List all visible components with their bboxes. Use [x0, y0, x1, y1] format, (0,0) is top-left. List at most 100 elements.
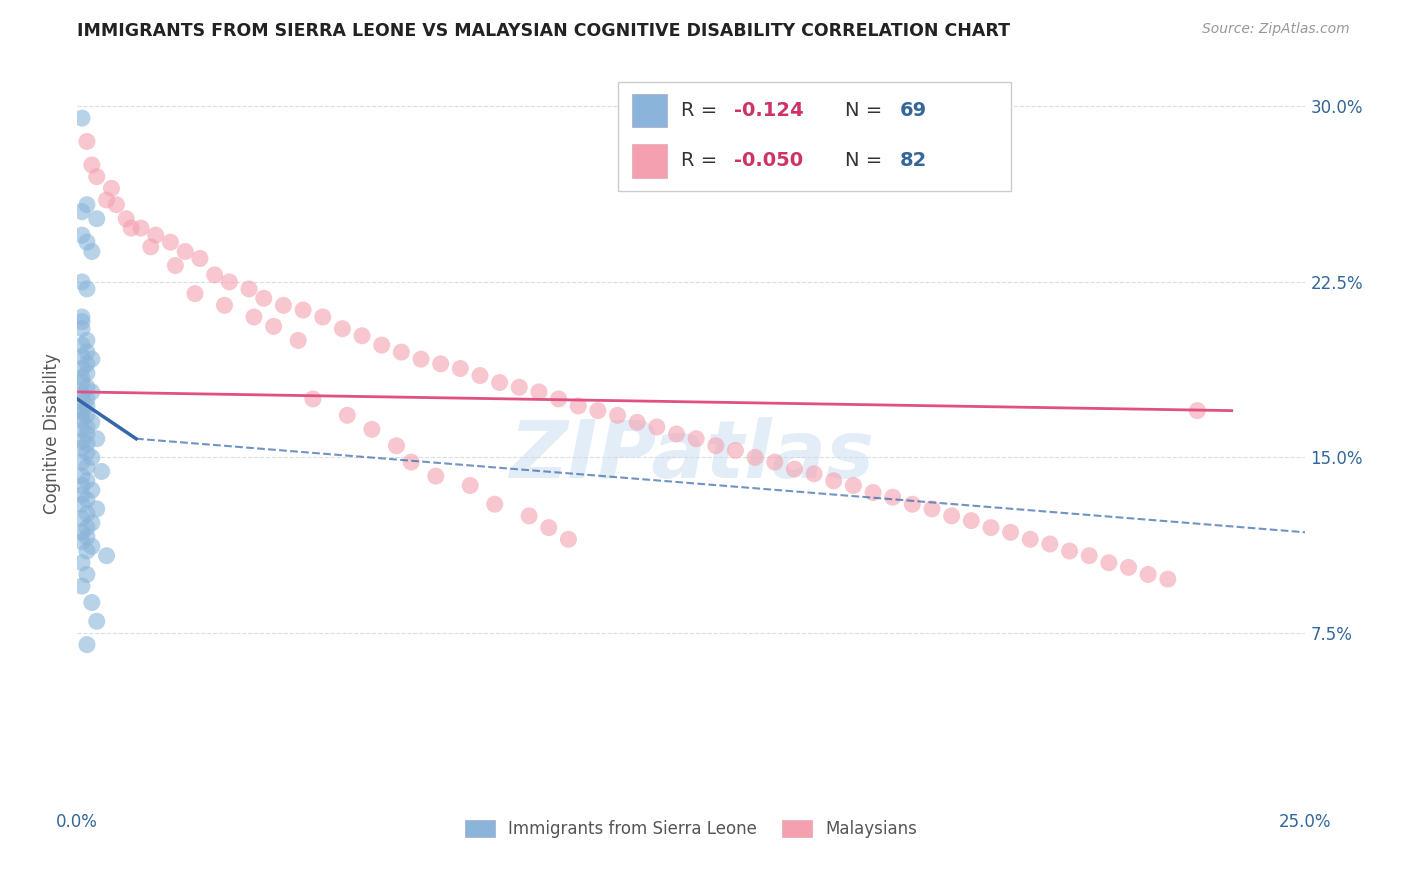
Point [862, 485, 884, 500]
Point [80, 352, 103, 367]
Point [70, 322, 93, 336]
Point [76, 530, 98, 544]
Point [399, 455, 422, 469]
Point [76, 380, 98, 394]
Text: IMMIGRANTS FROM SIERRA LEONE VS MALAYSIAN COGNITIVE DISABILITY CORRELATION CHART: IMMIGRANTS FROM SIERRA LEONE VS MALAYSIA… [77, 22, 1011, 40]
Text: -0.124: -0.124 [734, 101, 804, 120]
Point [468, 368, 491, 383]
Point [159, 235, 181, 249]
Point [100, 181, 122, 195]
Point [1019, 533, 1042, 547]
Point [76, 235, 98, 249]
Point [488, 376, 510, 390]
Point [567, 399, 589, 413]
Point [76, 427, 98, 442]
Point [243, 310, 266, 324]
Point [70, 434, 93, 448]
Point [70, 441, 93, 455]
Text: R =: R = [682, 151, 724, 170]
Point [70, 497, 93, 511]
Point [70, 422, 93, 436]
Point [370, 338, 392, 352]
Point [1039, 537, 1062, 551]
Point [86, 614, 108, 628]
Point [96, 549, 118, 563]
Text: 69: 69 [900, 101, 927, 120]
Point [1059, 544, 1081, 558]
Point [70, 338, 93, 352]
Point [70, 387, 93, 401]
Point [70, 361, 93, 376]
Text: N =: N = [845, 101, 889, 120]
Point [70, 204, 93, 219]
Point [204, 268, 226, 282]
Point [70, 371, 93, 385]
Point [626, 415, 648, 429]
Point [425, 469, 447, 483]
Point [80, 539, 103, 553]
Point [76, 474, 98, 488]
Point [70, 406, 93, 420]
Point [86, 169, 108, 184]
Point [685, 432, 707, 446]
Point [70, 511, 93, 525]
Point [76, 392, 98, 406]
Point [783, 462, 806, 476]
Point [86, 502, 108, 516]
Point [70, 525, 93, 540]
Point [80, 415, 103, 429]
Y-axis label: Cognitive Disability: Cognitive Disability [44, 353, 60, 515]
Point [70, 394, 93, 409]
Point [763, 455, 786, 469]
Point [76, 492, 98, 507]
Point [273, 298, 295, 312]
Point [70, 228, 93, 243]
Point [901, 497, 924, 511]
Point [70, 315, 93, 329]
Bar [633, 144, 666, 178]
Point [941, 508, 963, 523]
Point [70, 488, 93, 502]
Point [352, 328, 374, 343]
Point [129, 221, 152, 235]
Point [76, 399, 98, 413]
Point [174, 244, 197, 259]
Point [70, 403, 93, 417]
Point [332, 322, 354, 336]
Point [292, 303, 315, 318]
Point [385, 439, 408, 453]
Point [70, 376, 93, 390]
Point [537, 521, 560, 535]
Point [86, 211, 108, 226]
Point [165, 259, 187, 273]
Point [360, 422, 382, 436]
Point [70, 275, 93, 289]
Point [80, 595, 103, 609]
Point [882, 490, 904, 504]
Point [115, 211, 138, 226]
Point [645, 420, 668, 434]
Point [449, 361, 471, 376]
Point [70, 455, 93, 469]
Point [76, 420, 98, 434]
Legend: Immigrants from Sierra Leone, Malaysians: Immigrants from Sierra Leone, Malaysians [458, 814, 924, 845]
Point [842, 478, 865, 492]
Point [1078, 549, 1101, 563]
Text: N =: N = [845, 151, 889, 170]
Point [76, 334, 98, 348]
Point [586, 403, 609, 417]
Point [76, 521, 98, 535]
Text: -0.050: -0.050 [734, 151, 803, 170]
Point [86, 432, 108, 446]
Point [1000, 525, 1022, 540]
Point [921, 502, 943, 516]
Point [76, 567, 98, 582]
Point [980, 521, 1002, 535]
Point [76, 366, 98, 380]
Point [409, 352, 432, 367]
Point [70, 534, 93, 549]
Point [1187, 403, 1209, 417]
Point [105, 197, 128, 211]
Point [214, 298, 236, 312]
Point [665, 427, 688, 442]
